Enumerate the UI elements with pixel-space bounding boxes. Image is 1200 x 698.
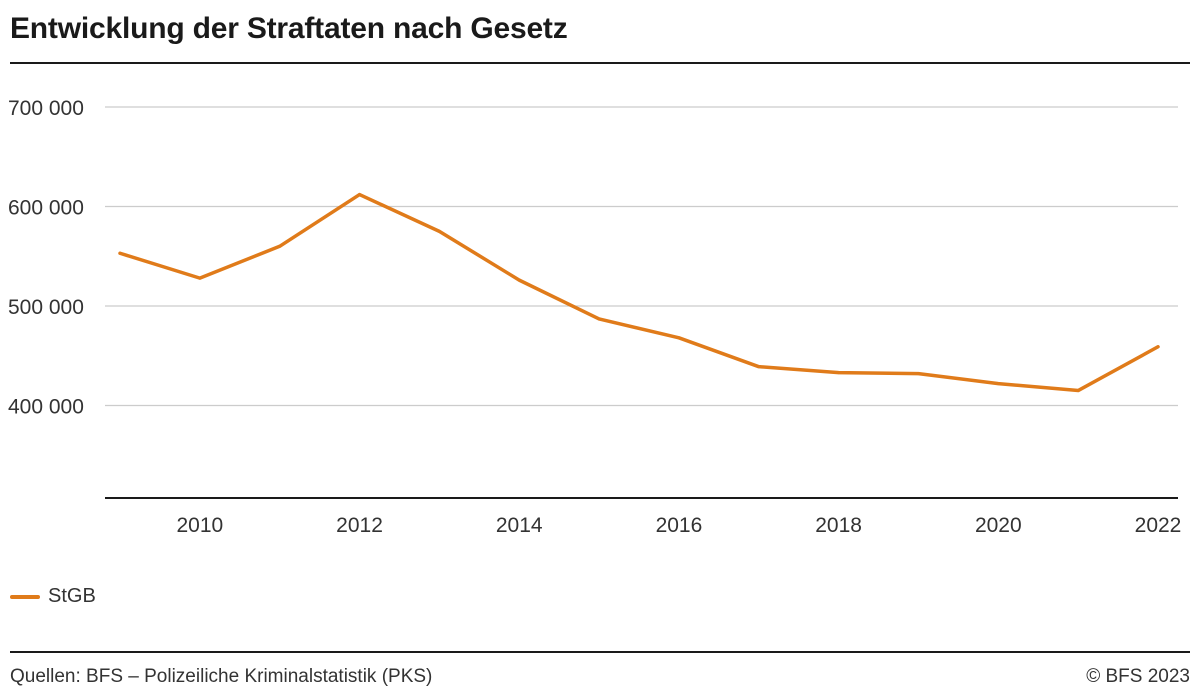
data-point [677, 336, 681, 340]
legend-label-stgb: StGB [48, 585, 96, 607]
legend-swatch-stgb [10, 594, 40, 599]
gridlines [105, 106, 1178, 407]
data-point [1156, 345, 1160, 349]
x-tick-label: 2016 [656, 514, 703, 537]
series-line-stgb [118, 192, 1160, 393]
copyright-note: © BFS 2023 [1086, 666, 1190, 687]
source-note: Quellen: BFS – Polizeiliche Kriminalstat… [10, 666, 433, 687]
x-tick-label: 2010 [176, 514, 223, 537]
y-tick-label: 400 000 [8, 395, 84, 418]
series-layer [118, 192, 1160, 393]
x-tick-label: 2022 [1135, 514, 1182, 537]
chart-title: Entwicklung der Straftaten nach Gesetz [10, 12, 568, 45]
x-axis-tick-labels: 2010 2012 2014 2016 2018 2020 2022 [176, 514, 1181, 537]
data-point [118, 251, 122, 255]
y-tick-label: 500 000 [8, 296, 84, 319]
data-point [597, 317, 601, 321]
data-point [916, 372, 920, 376]
legend: StGB [10, 585, 96, 608]
data-point [837, 371, 841, 375]
y-axis-tick-labels: 400 000 500 000 600 000 700 000 [8, 97, 84, 418]
data-point [278, 244, 282, 248]
data-point [517, 278, 521, 282]
data-point [757, 365, 761, 369]
y-tick-label: 700 000 [8, 97, 84, 120]
y-tick-label: 600 000 [8, 196, 84, 219]
data-point [198, 276, 202, 280]
x-tick-label: 2020 [975, 514, 1022, 537]
data-point [437, 229, 441, 233]
x-tick-label: 2018 [815, 514, 862, 537]
data-point [996, 382, 1000, 386]
x-tick-label: 2014 [496, 514, 543, 537]
title-divider [10, 62, 1190, 64]
data-point [358, 193, 362, 197]
data-point [1076, 389, 1080, 393]
x-tick-label: 2012 [336, 514, 383, 537]
footer-divider [10, 651, 1190, 653]
